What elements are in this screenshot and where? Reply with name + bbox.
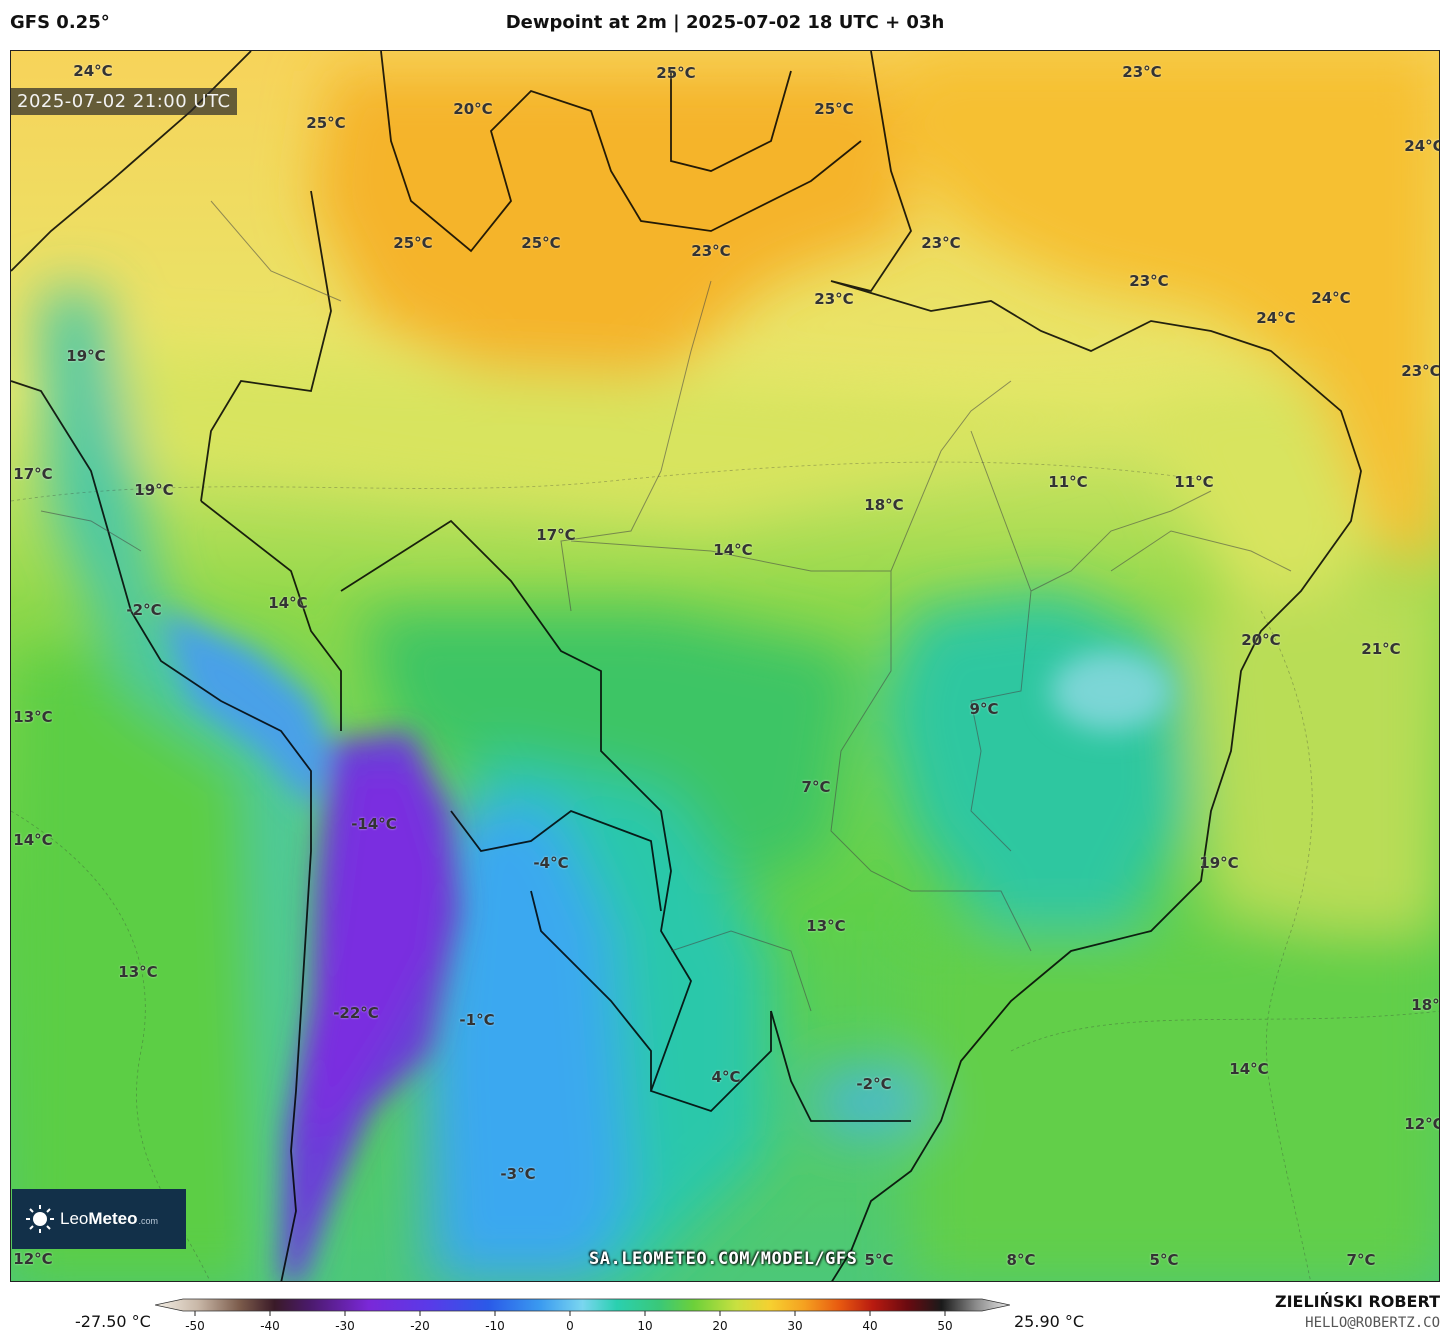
watermark-url[interactable]: SA.LEOMETEO.COM/MODEL/GFS <box>589 1249 858 1269</box>
temperature-label: 25°C <box>521 234 561 252</box>
temperature-label: 7°C <box>801 778 831 796</box>
temperature-label: 17°C <box>13 465 53 483</box>
temperature-label: 20°C <box>453 100 493 118</box>
temperature-label: 13°C <box>806 917 846 935</box>
temperature-label: 7°C <box>1346 1251 1376 1269</box>
temperature-label: 12°C <box>13 1250 53 1268</box>
temperature-label: 24°C <box>1311 289 1351 307</box>
colorbar-tick-label: -30 <box>335 1319 355 1333</box>
temperature-label: 4°C <box>711 1068 741 1086</box>
temperature-label: 18°C <box>1411 996 1440 1014</box>
colorbar-tick-label: 0 <box>566 1319 574 1333</box>
author-name: ZIELIŃSKI ROBERT <box>1274 1292 1440 1311</box>
temperature-label: 25°C <box>393 234 433 252</box>
sun-icon <box>26 1205 54 1233</box>
temperature-label: 23°C <box>814 290 854 308</box>
temperature-label: -2°C <box>856 1075 892 1093</box>
temperature-label: 23°C <box>691 242 731 260</box>
temperature-label: -1°C <box>459 1011 495 1029</box>
colorbar-tick-label: 40 <box>862 1319 877 1333</box>
temperature-label: 21°C <box>1361 640 1401 658</box>
temperature-label: 24°C <box>1256 309 1296 327</box>
colorbar-tick-label: -40 <box>260 1319 280 1333</box>
temperature-label: 25°C <box>306 114 346 132</box>
temperature-label: 19°C <box>66 347 106 365</box>
temperature-label: 25°C <box>814 100 854 118</box>
author-email[interactable]: HELLO@ROBERTZ.CO <box>1305 1315 1440 1331</box>
temperature-label: 19°C <box>1199 854 1239 872</box>
temperature-label: 24°C <box>1404 137 1440 155</box>
logo-brand-rest: Meteo <box>88 1209 138 1228</box>
model-label: GFS 0.25° <box>10 12 110 33</box>
temperature-label: -3°C <box>500 1165 536 1183</box>
temperature-label: 14°C <box>268 594 308 612</box>
temperature-label: 18°C <box>864 496 904 514</box>
temperature-label: 9°C <box>969 700 999 718</box>
temperature-label: 13°C <box>118 963 158 981</box>
colorbar-tick-label: -50 <box>185 1319 205 1333</box>
colorbar-tick-label: 30 <box>787 1319 802 1333</box>
logo-brand-bold: Leo <box>60 1209 89 1228</box>
temperature-label: -2°C <box>126 601 162 619</box>
temperature-label: 25°C <box>656 64 696 82</box>
temperature-label: 23°C <box>1129 272 1169 290</box>
leometeo-logo[interactable]: LeoMeteo.com <box>12 1189 186 1249</box>
temperature-label: -14°C <box>351 815 397 833</box>
temperature-label: 11°C <box>1174 473 1214 491</box>
colorbar-min-label: -27.50 °C <box>75 1312 151 1331</box>
temperature-label: 23°C <box>921 234 961 252</box>
colorbar: -50 -40 -30 -20 -10 0 10 20 30 40 50 <box>155 1298 1010 1333</box>
temperature-label: 17°C <box>536 526 576 544</box>
temperature-label: 13°C <box>13 708 53 726</box>
temperature-label: 8°C <box>1006 1251 1036 1269</box>
logo-text: LeoMeteo.com <box>60 1209 158 1229</box>
map-field <box>11 51 1439 1281</box>
temperature-label: 12°C <box>1404 1115 1440 1133</box>
dewpoint-map[interactable]: 2025-07-02 21:00 UTC 24°C 25°C 20°C 25°C 25°… <box>10 50 1440 1282</box>
temperature-label: 11°C <box>1048 473 1088 491</box>
temperature-label: 14°C <box>1229 1060 1269 1078</box>
temperature-label: 14°C <box>713 541 753 559</box>
colorbar-tick-label: 10 <box>637 1319 652 1333</box>
temperature-label: 23°C <box>1401 362 1440 380</box>
temperature-label: -4°C <box>533 854 569 872</box>
page-title: Dewpoint at 2m | 2025-07-02 18 UTC + 03h <box>505 12 945 33</box>
colorbar-tick-label: 50 <box>937 1319 952 1333</box>
temperature-label: 23°C <box>1122 63 1162 81</box>
colorbar-tick-label: -20 <box>410 1319 430 1333</box>
colorbar-tick-label: -10 <box>485 1319 505 1333</box>
temperature-label: 14°C <box>13 831 53 849</box>
logo-suffix: .com <box>138 1216 159 1226</box>
temperature-label: -22°C <box>333 1004 379 1022</box>
temperature-label: 20°C <box>1241 631 1281 649</box>
colorbar-max-label: 25.90 °C <box>1014 1312 1085 1331</box>
temperature-label: 19°C <box>134 481 174 499</box>
temperature-label: 24°C <box>73 62 113 80</box>
valid-time-badge: 2025-07-02 21:00 UTC <box>11 88 237 115</box>
temperature-label: 5°C <box>864 1251 894 1269</box>
colorbar-tick-label: 20 <box>712 1319 727 1333</box>
temperature-label: 5°C <box>1149 1251 1179 1269</box>
